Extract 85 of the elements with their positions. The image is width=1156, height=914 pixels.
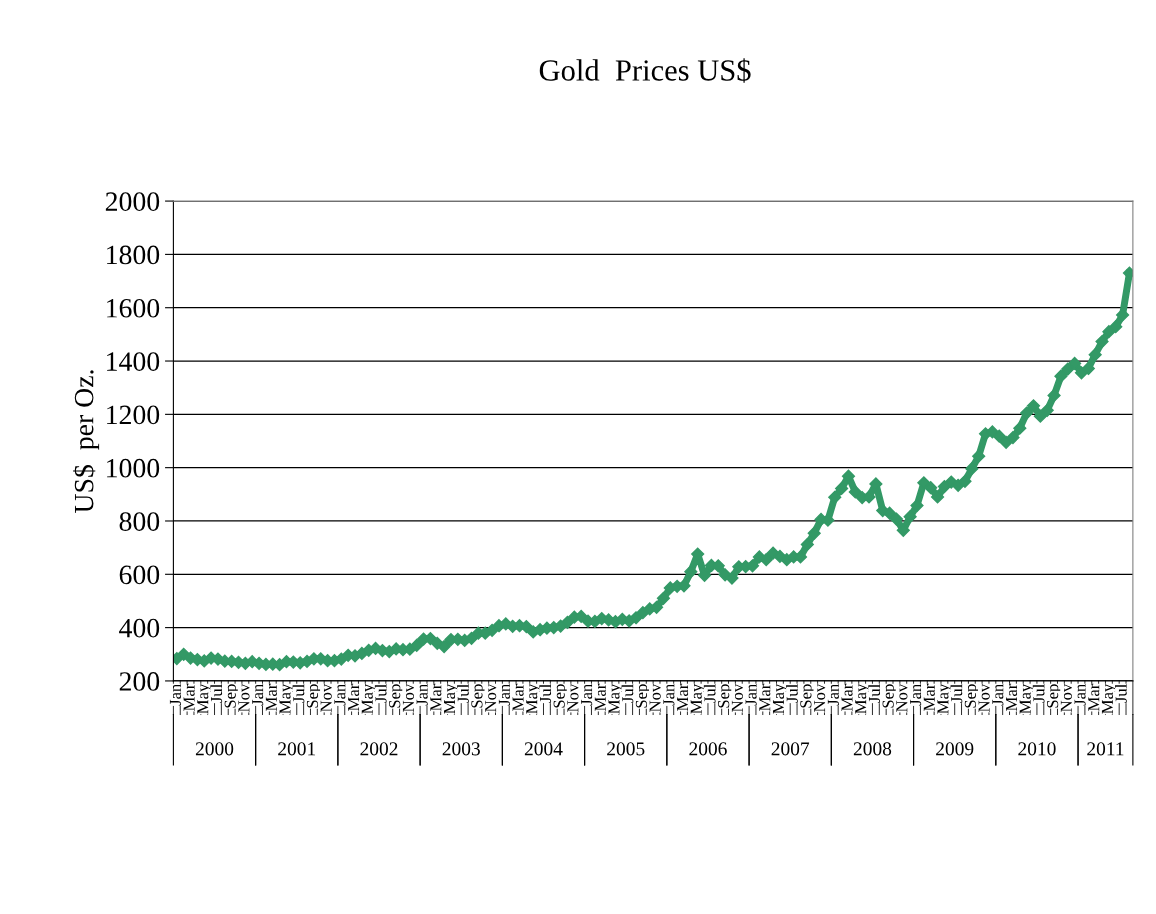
text: 2011 [1087,742,1124,756]
x-tick-label: Mar [265,683,277,711]
x-tick-label: Jul [210,684,223,703]
x-tick-label: Nov [567,683,579,712]
x-tick-label: Jul [621,684,634,703]
x-tick-label: Sep [306,684,322,708]
text: 2003 [442,742,480,756]
x-tick-label: Jul [1115,684,1127,703]
text: 2004 [524,742,563,756]
x-tick-label: Jan [745,683,757,706]
x-tick-label: Sep [471,684,486,708]
x-tick-label: Jul [1032,684,1045,703]
x-tick-label: Mar [759,683,771,711]
text: 2010 [1018,742,1056,756]
x-tick-label: Nov [649,683,661,712]
x-tick-label: Mar [430,683,442,711]
x-tick-label: Sep [389,684,404,708]
x-tick-label: Jul [539,684,552,703]
text: 2005 [607,742,645,756]
x-tick-label: Nov [978,683,990,712]
y-tick-label: 800 [119,512,160,531]
text: 2006 [689,742,727,756]
x-tick-label: Jul [703,684,716,703]
x-tick-label: Nov [1060,683,1072,712]
x-tick-label: Jan [581,683,593,706]
x-tick-label: Sep [800,684,815,708]
x-tick-label: May [1101,683,1117,714]
y-axis-title: US$ per Oz. [73,370,100,513]
text: 2001 [278,742,316,756]
x-tick-label: Mar [183,683,195,711]
x-tick-label: Jan [334,683,346,706]
x-tick-label: Jan [910,683,922,706]
x-tick-label: Mar [923,683,935,711]
x-tick-label: Jan [827,683,839,706]
x-tick-label: Jul [457,684,469,703]
x-tick-label: Nov [731,683,743,712]
x-tick-label: Jan [663,683,675,706]
x-tick-label: Jan [252,683,264,706]
y-tick-label: 2000 [105,192,160,211]
y-tick-label: 400 [119,618,160,638]
x-tick-label: Mar [841,683,853,711]
x-tick-label: Mar [1006,683,1018,711]
x-tick-label: Mar [677,683,689,711]
x-tick-label: Sep [1047,684,1062,708]
x-tick-label: May [937,683,952,714]
x-tick-label: Nov [238,683,250,712]
x-tick-label: Jul [786,684,798,703]
y-tick-label: 1400 [107,352,160,371]
y-tick-label: 1800 [107,245,160,265]
x-tick-label: May [197,683,212,714]
x-tick-label: Sep [718,684,733,708]
x-tick-label: May [772,683,788,714]
x-tick-label: May [855,683,870,714]
x-tick-label: May [526,683,541,714]
x-tick-label: Mar [512,683,524,711]
x-tick-label: Mar [1088,683,1100,711]
chart-title: Gold Prices US$ [539,58,751,83]
x-tick-label: Jan [498,683,510,706]
y-tick-label: 1200 [107,405,160,425]
y-tick-label: 1600 [107,298,160,318]
x-tick-label: Jan [992,683,1004,706]
x-tick-label: Jul [292,684,305,703]
text: 2002 [360,742,398,756]
y-tick-label: 600 [119,565,160,585]
x-tick-label: Nov [320,683,332,712]
y-tick-label: 200 [119,672,160,691]
x-tick-label: Nov [896,683,908,712]
x-tick-label: May [608,683,623,714]
x-tick-label: Jan [169,683,181,706]
text: 2009 [936,742,974,756]
x-tick-label: Mar [594,683,606,711]
text: 2007 [771,742,810,756]
text: 2008 [853,742,892,756]
x-tick-label: Mar [348,683,360,711]
x-tick-label: May [444,683,459,714]
x-tick-label: Nov [814,683,826,712]
y-tick-label: 1000 [107,458,160,478]
x-tick-label: Jul [374,684,387,703]
text: 2000 [195,742,234,756]
x-tick-label: Nov [485,683,497,712]
x-tick-label: Jul [868,684,881,703]
x-tick-label: Jan [1074,683,1086,706]
x-tick-label: Nov [402,683,415,712]
x-tick-label: Jan [416,683,428,706]
x-tick-label: Jul [950,684,963,703]
